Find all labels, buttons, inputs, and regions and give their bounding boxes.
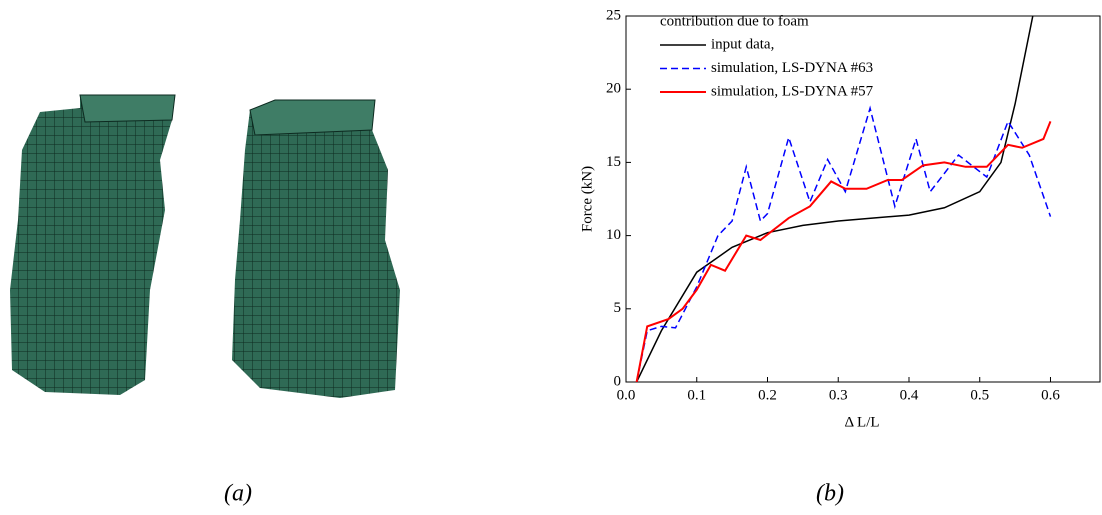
series-line [637,121,1051,382]
x-axis-label: Δ L/L [844,414,879,430]
tube-a-top [80,95,175,122]
y-tick-label: 25 [606,7,621,23]
y-tick-label: 10 [606,227,621,243]
chart: (a) (b) Δ L/L Force (kN) 0.0 0.1 0.2 0.3 0.4… [0,0,1102,515]
legend-title: contribution due to foam [660,13,809,29]
tube-a [10,95,175,395]
y-tick-label: 5 [614,300,622,316]
figure: (a) (b) Δ L/L Force (kN) 0.0 0.1 0.2 0.3 0.4… [0,0,1102,515]
y-tick-label: 20 [606,81,621,97]
crushed-tube-images [10,95,400,398]
y-axis-label: Force (kN) [579,166,595,232]
x-tick-label: 0.3 [829,387,848,403]
y-tick-label: 0 [614,373,622,389]
legend-label: simulation, LS-DYNA #57 [711,83,874,99]
x-tick-label: 0.4 [900,387,919,403]
legend-label: simulation, LS-DYNA #63 [711,60,873,76]
series-line [637,108,1051,382]
x-tick-label: 0.0 [617,387,636,403]
x-tick-label: 0.6 [1041,387,1060,403]
tube-b [232,100,400,398]
caption: (b) [816,481,844,507]
y-tick-label: 15 [606,154,621,170]
tube-b-top [250,100,375,135]
x-tick-label: 0.1 [687,387,706,403]
x-tick-label: 0.2 [758,387,777,403]
caption: (a) [224,481,252,507]
x-tick-label: 0.5 [970,387,989,403]
legend-label: input data, [711,36,774,52]
